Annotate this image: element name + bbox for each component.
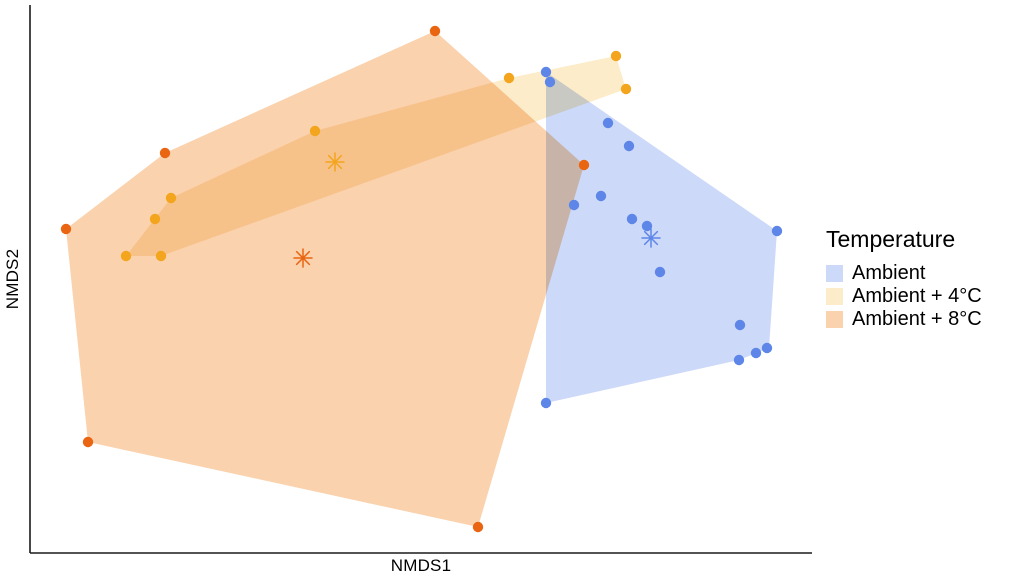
legend: Temperature Ambient Ambient + 4°C Ambien…: [826, 226, 982, 331]
legend-item-ambient-plus-4: Ambient + 4°C: [826, 285, 982, 307]
legend-title: Temperature: [826, 226, 956, 252]
y-axis-label: NMDS2: [3, 248, 22, 310]
legend-swatch-ambient: [826, 264, 843, 282]
x-axis-label: NMDS1: [390, 556, 452, 575]
legend-swatch-ambient-plus-8: [826, 310, 843, 328]
legend-item-ambient-plus-8: Ambient + 8°C: [826, 308, 982, 330]
legend-label-ambient-plus-8: Ambient + 8°C: [852, 307, 982, 330]
legend-item-ambient: Ambient: [826, 262, 982, 284]
legend-label-ambient: Ambient: [852, 261, 926, 284]
legend-swatch-ambient-plus-4: [826, 287, 843, 305]
legend-label-ambient-plus-4: Ambient + 4°C: [852, 284, 982, 307]
